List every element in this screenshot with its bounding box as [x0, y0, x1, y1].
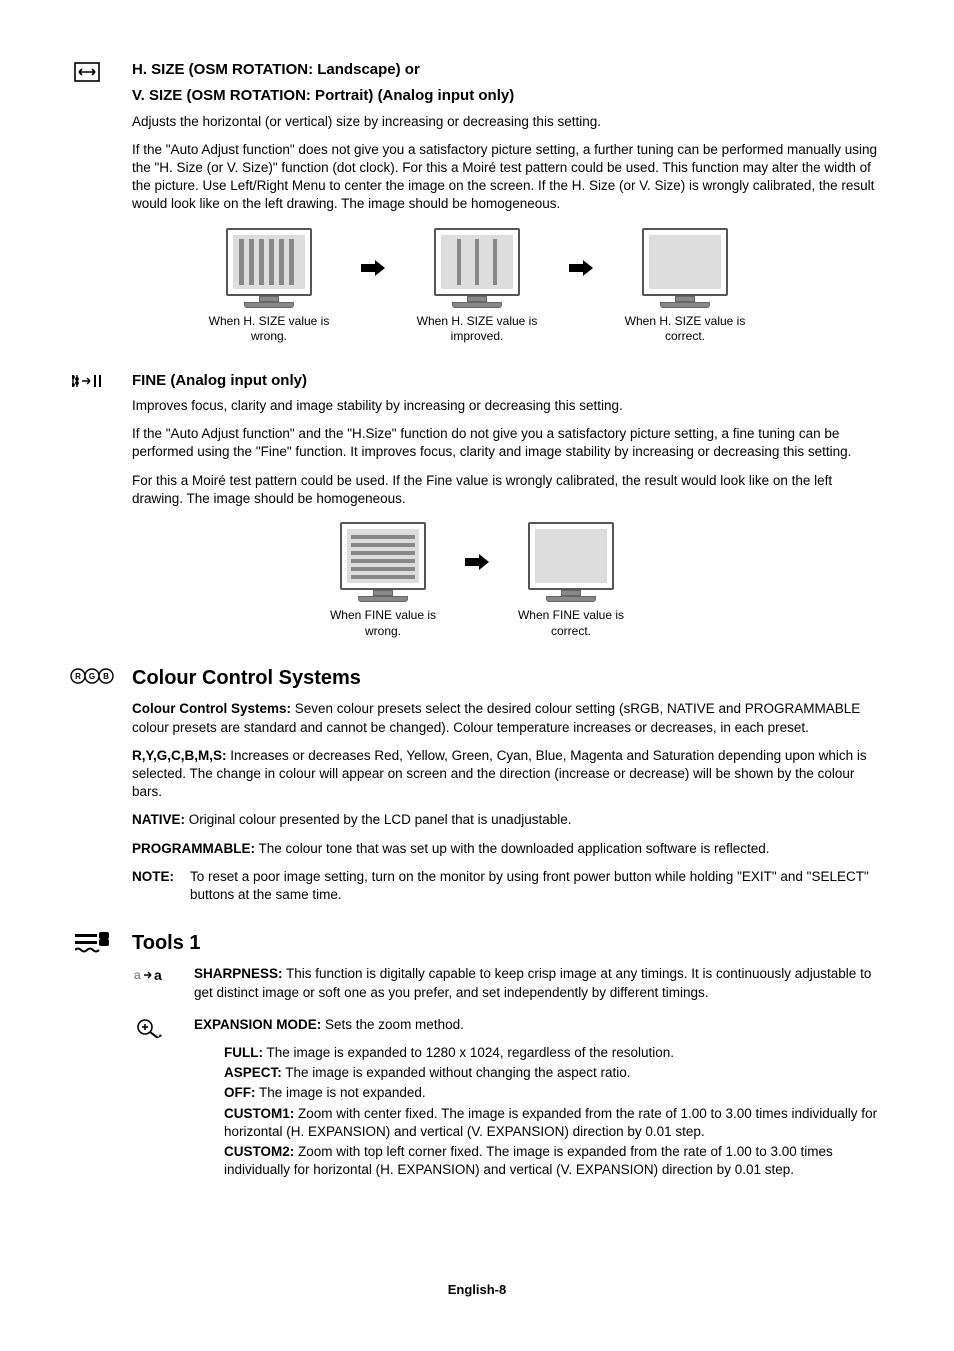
arrow-icon: [361, 228, 385, 308]
monitor-wrong: [226, 228, 312, 308]
hsize-title-b: V. SIZE (OSM ROTATION: Portrait) (Analog…: [132, 86, 884, 106]
fine-images: When FINE value is wrong. When FINE valu…: [70, 522, 884, 639]
hsize-title-a: H. SIZE (OSM ROTATION: Landscape) or: [132, 60, 884, 80]
svg-text:R: R: [75, 672, 81, 681]
rgb-icon: R G B: [70, 665, 114, 685]
expansion-icon: [132, 1016, 168, 1038]
hsize-p2: If the "Auto Adjust function" does not g…: [132, 141, 884, 214]
arrow-icon: [465, 522, 489, 602]
sharpness-icon: aa: [132, 965, 168, 983]
fine-section: FINE (Analog input only) Improves focus,…: [70, 371, 884, 640]
monitor-improved: [434, 228, 520, 308]
hsize-images: When H. SIZE value is wrong. When H. SIZ…: [70, 228, 884, 345]
tools-title: Tools 1: [132, 930, 884, 957]
arrow-icon: [569, 228, 593, 308]
fine-p1: Improves focus, clarity and image stabil…: [132, 397, 884, 415]
hsize-section: H. SIZE (OSM ROTATION: Landscape) or V. …: [70, 60, 884, 345]
hsize-icon: [70, 60, 104, 82]
hsize-cap2: When H. SIZE value is improved.: [407, 314, 547, 345]
colour-rygc: R,Y,G,C,B,M,S: Increases or decreases Re…: [132, 747, 884, 802]
tools-icon: [70, 930, 114, 954]
fine-title: FINE (Analog input only): [132, 371, 884, 391]
fine-cap1: When FINE value is wrong.: [323, 608, 443, 639]
fine-cap2: When FINE value is correct.: [511, 608, 631, 639]
monitor-correct: [642, 228, 728, 308]
colour-ccs: Colour Control Systems: Seven colour pre…: [132, 700, 884, 736]
colour-native: NATIVE: Original colour presented by the…: [132, 811, 884, 829]
colour-section: R G B Colour Control Systems Colour Cont…: [70, 665, 884, 904]
fine-p2: If the "Auto Adjust function" and the "H…: [132, 425, 884, 461]
monitor-fine-wrong: [340, 522, 426, 602]
fine-icon: [70, 371, 104, 389]
monitor-fine-correct: [528, 522, 614, 602]
colour-prog: PROGRAMMABLE: The colour tone that was s…: [132, 840, 884, 858]
expansion-row: EXPANSION MODE: Sets the zoom method. FU…: [132, 1016, 884, 1182]
hsize-cap3: When H. SIZE value is correct.: [615, 314, 755, 345]
hsize-p1: Adjusts the horizontal (or vertical) siz…: [132, 113, 884, 131]
page-footer: English-8: [70, 1281, 884, 1299]
tools-section: Tools 1 aa SHARPNESS: This function is d…: [70, 930, 884, 1181]
svg-text:B: B: [103, 672, 109, 681]
fine-p3: For this a Moiré test pattern could be u…: [132, 472, 884, 508]
colour-title: Colour Control Systems: [132, 665, 884, 692]
colour-note: NOTE: To reset a poor image setting, tur…: [132, 868, 884, 904]
hsize-cap1: When H. SIZE value is wrong.: [199, 314, 339, 345]
svg-text:G: G: [89, 672, 95, 681]
svg-text:a: a: [154, 967, 162, 983]
sharpness-row: aa SHARPNESS: This function is digitally…: [132, 965, 884, 1001]
svg-text:a: a: [134, 968, 141, 982]
